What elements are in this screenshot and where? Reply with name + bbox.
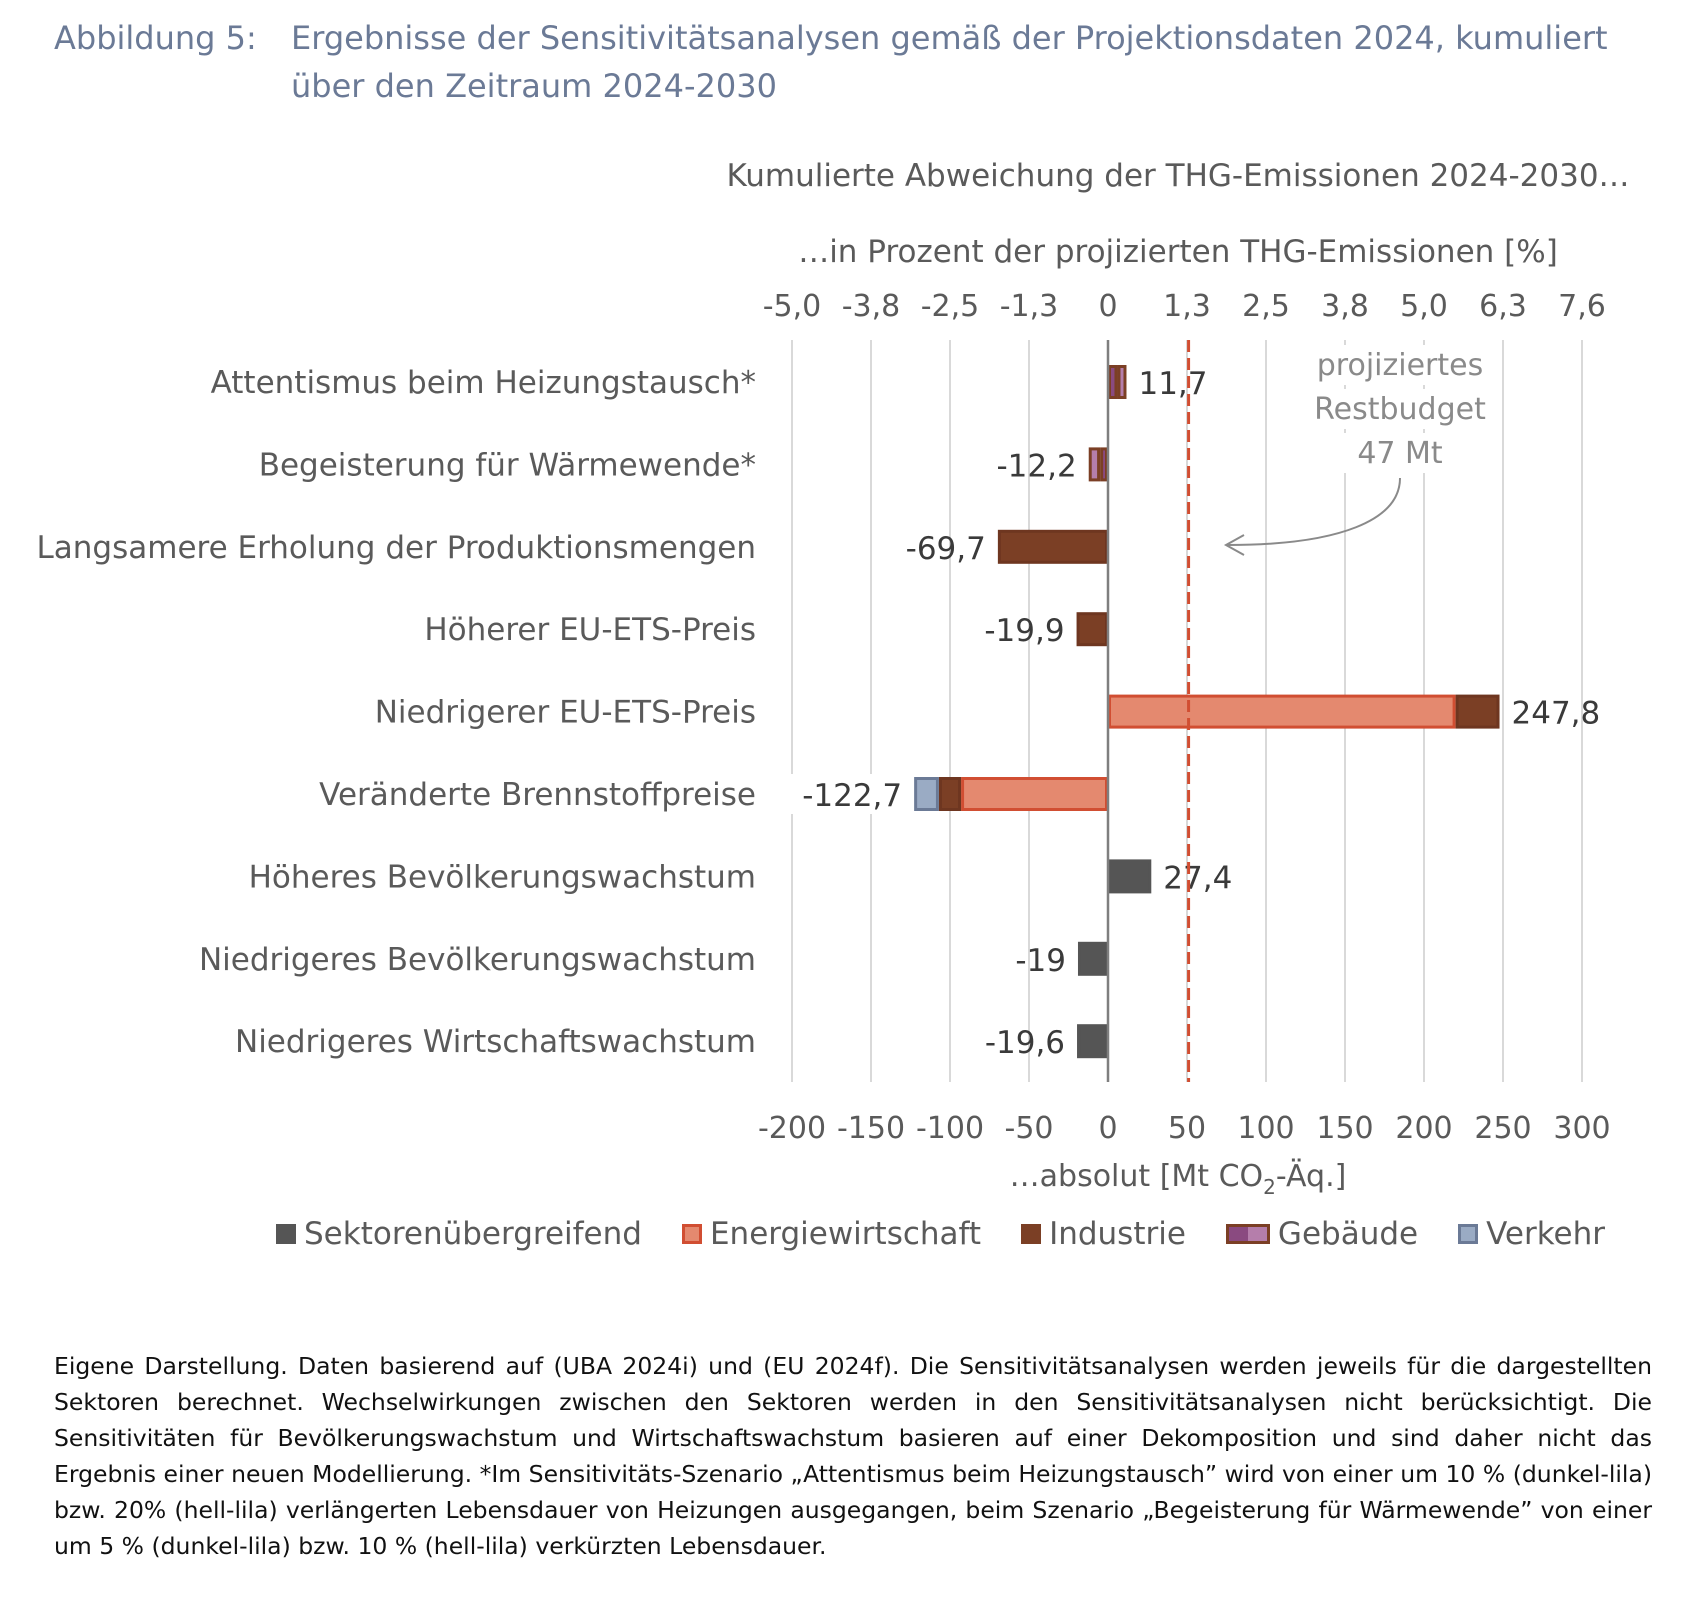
legend-swatch bbox=[1458, 1224, 1479, 1244]
bar-segment bbox=[1117, 365, 1127, 399]
sensitivity-bar-chart: Kumulierte Abweichung der THG-Emissionen… bbox=[37, 158, 1630, 1199]
bar-segment bbox=[1088, 447, 1101, 482]
legend-item: Energiewirtschaft bbox=[681, 1216, 982, 1252]
data-label: -19 bbox=[1015, 943, 1066, 979]
top-axis-label: …in Prozent der projizierten THG-Emissio… bbox=[798, 234, 1558, 270]
data-label: -12,2 bbox=[997, 448, 1077, 484]
figure-title: Ergebnisse der Sensitivitätsanalysen gem… bbox=[291, 19, 1608, 105]
legend-item: Industrie bbox=[1021, 1216, 1186, 1252]
data-label: -122,7 bbox=[802, 778, 902, 814]
data-label: 27,4 bbox=[1163, 860, 1232, 896]
data-label: 11,7 bbox=[1138, 366, 1207, 402]
figure-label: Abbildung 5: bbox=[54, 19, 257, 57]
top-tick-label: 0 bbox=[1098, 289, 1117, 324]
category-label: Begeisterung für Wärmewende* bbox=[259, 447, 756, 483]
category-label: Niedrigerer EU-ETS-Preis bbox=[375, 695, 756, 731]
top-tick-label: 7,6 bbox=[1558, 289, 1606, 324]
top-tick-label: 1,3 bbox=[1163, 289, 1211, 324]
legend-label: Sektorenübergreifend bbox=[304, 1216, 642, 1252]
x-tick-label: 150 bbox=[1316, 1111, 1373, 1146]
bar-segment bbox=[1108, 859, 1152, 894]
bar-segment bbox=[1077, 1024, 1108, 1059]
data-label-background bbox=[782, 774, 903, 814]
legend-swatch bbox=[1021, 1224, 1042, 1244]
legend-label: Verkehr bbox=[1486, 1216, 1606, 1252]
x-tick-label: 300 bbox=[1553, 1111, 1610, 1146]
bar-segment bbox=[1100, 447, 1108, 482]
top-tick-label: -2,5 bbox=[921, 289, 980, 324]
x-tick-label: 0 bbox=[1098, 1111, 1117, 1146]
category-label: Langsamere Erholung der Produktionsmenge… bbox=[37, 530, 757, 566]
annotation-arrow bbox=[1227, 477, 1401, 546]
legend-swatch bbox=[1225, 1224, 1270, 1244]
x-tick-label: -200 bbox=[758, 1111, 826, 1146]
bar-segment bbox=[961, 777, 1108, 811]
top-tick-label: -5,0 bbox=[763, 289, 822, 324]
x-tick-label: -100 bbox=[916, 1111, 984, 1146]
data-label: -69,7 bbox=[906, 531, 986, 567]
data-label: 247,8 bbox=[1512, 696, 1601, 732]
x-tick-label: 200 bbox=[1395, 1111, 1452, 1146]
top-tick-label: 6,3 bbox=[1479, 289, 1527, 324]
bar-segment bbox=[1108, 694, 1456, 729]
top-tick-label: 3,8 bbox=[1321, 289, 1369, 324]
category-label: Attentismus beim Heizungstausch* bbox=[211, 365, 756, 401]
legend-swatch bbox=[276, 1224, 296, 1244]
chart-legend: Sektorenübergreifend Energiewirtschaft Ind… bbox=[276, 1214, 1645, 1254]
x-tick-label: 100 bbox=[1237, 1111, 1294, 1146]
x-tick-label: -50 bbox=[1005, 1111, 1054, 1146]
top-tick-label: 5,0 bbox=[1400, 289, 1448, 324]
annotation-background bbox=[1310, 345, 1490, 385]
bar-segment bbox=[914, 777, 939, 811]
legend-label: Industrie bbox=[1049, 1216, 1186, 1252]
category-label: Höherer EU-ETS-Preis bbox=[424, 612, 756, 648]
top-tick-label: 2,5 bbox=[1242, 289, 1290, 324]
legend-item: Verkehr bbox=[1458, 1216, 1605, 1252]
legend-item: Sektorenübergreifend bbox=[276, 1216, 642, 1252]
legend-label: Energiewirtschaft bbox=[709, 1216, 982, 1252]
annotation-arrowhead bbox=[1223, 534, 1245, 556]
annotation-text: projiziertes bbox=[1317, 348, 1483, 383]
bar-segment bbox=[1455, 694, 1500, 729]
category-label: Niedrigeres Wirtschaftswachstum bbox=[235, 1024, 756, 1060]
data-label: -19,6 bbox=[985, 1025, 1065, 1061]
x-axis-label: …absolut [Mt CO2-Äq.] bbox=[1010, 1158, 1347, 1199]
annotation-background bbox=[1310, 433, 1490, 473]
annotation-text: 47 Mt bbox=[1357, 436, 1443, 471]
x-tick-label: -150 bbox=[837, 1111, 905, 1146]
annotation-text: Restbudget bbox=[1314, 392, 1486, 427]
legend-label: Gebäude bbox=[1277, 1216, 1419, 1252]
category-label: Höheres Bevölkerungswachstum bbox=[249, 859, 756, 895]
bar-segment bbox=[1077, 941, 1108, 976]
bar-segment bbox=[997, 529, 1109, 564]
top-tick-label: -1,3 bbox=[1000, 289, 1059, 324]
top-tick-label: -3,8 bbox=[842, 289, 901, 324]
data-label: -19,9 bbox=[984, 613, 1064, 649]
legend-item: Gebäude bbox=[1225, 1216, 1419, 1252]
bar-segment bbox=[938, 777, 962, 811]
figure-caption: Eigene Darstellung. Daten basierend auf … bbox=[54, 1352, 1652, 1560]
category-label: Niedrigeres Bevölkerungswachstum bbox=[199, 942, 756, 978]
bar-segment bbox=[1108, 365, 1118, 399]
x-tick-label: 50 bbox=[1168, 1111, 1206, 1146]
category-label: Veränderte Brennstoffpreise bbox=[319, 777, 756, 813]
bar-segment bbox=[1076, 612, 1108, 647]
legend-swatch bbox=[681, 1224, 702, 1244]
chart-title: Kumulierte Abweichung der THG-Emissionen… bbox=[726, 158, 1629, 194]
annotation-background bbox=[1310, 389, 1490, 429]
x-tick-label: 250 bbox=[1474, 1111, 1531, 1146]
